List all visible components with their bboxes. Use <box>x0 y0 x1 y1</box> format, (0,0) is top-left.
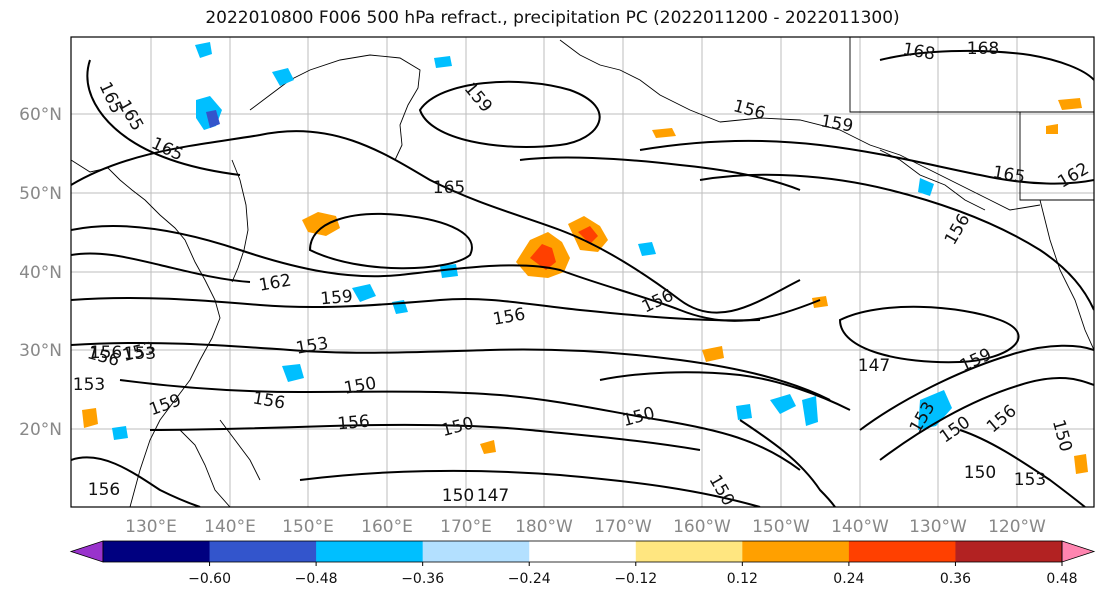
contour-label: 156 <box>88 480 120 500</box>
contour-label: 150 <box>964 463 996 483</box>
lon-label: 130°E <box>125 517 177 537</box>
colorbar-segment <box>422 541 530 562</box>
lat-label: 50°N <box>19 184 62 204</box>
colorbar-tick-label: −0.12 <box>614 571 657 587</box>
lon-label: 150°W <box>752 517 810 537</box>
contour-label: 153 <box>124 344 156 364</box>
contour-label: 147 <box>477 486 509 506</box>
colorbar-segment <box>209 541 317 562</box>
contour-label: 165 <box>433 178 465 198</box>
longitude-labels: 130°E 140°E 150°E 160°E 170°E 180°W 170°… <box>125 517 1046 537</box>
contour-label: 159 <box>320 287 354 310</box>
lon-label: 140°W <box>831 517 889 537</box>
lon-label: 180°W <box>515 517 573 537</box>
lon-label: 130°W <box>909 517 967 537</box>
colorbar-segment <box>316 541 424 562</box>
colorbar-extend-high <box>1061 540 1096 563</box>
map-frame <box>70 36 1095 508</box>
contour-label: 150 <box>442 486 474 506</box>
contour-label: 156 <box>337 412 371 435</box>
lon-label: 160°E <box>361 517 413 537</box>
lon-label: 150°E <box>282 517 334 537</box>
coastlines <box>71 37 1094 507</box>
colorbar-segment <box>635 541 743 562</box>
contour-label: 156 <box>90 343 122 363</box>
latitude-labels: 60°N 50°N 40°N 30°N 20°N <box>19 105 62 440</box>
colorbar-segment <box>848 541 956 562</box>
colorbar-segment <box>103 541 211 562</box>
lat-label: 30°N <box>19 341 62 361</box>
colorbar-tick-label: 0.12 <box>727 571 758 587</box>
lat-label: 20°N <box>19 420 62 440</box>
map-title: 2022010800 F006 500 hPa refract., precip… <box>205 8 900 28</box>
colorbar-tick-label: 0.36 <box>940 571 971 587</box>
colorbar-tick-label: −0.36 <box>401 571 444 587</box>
lon-label: 170°E <box>440 517 492 537</box>
colorbar <box>69 540 1096 563</box>
lon-label: 120°W <box>988 517 1046 537</box>
colorbar-tick-labels: −0.60 −0.48 −0.36 −0.24 −0.12 0.12 0.24 0.36 0.4… <box>188 562 1078 587</box>
contour-label: 153 <box>1014 470 1046 490</box>
contour-label: 168 <box>967 39 999 59</box>
colorbar-tick-label: 0.24 <box>833 571 864 587</box>
colorbar-tick-label: −0.48 <box>295 571 338 587</box>
lat-label: 40°N <box>19 263 62 283</box>
lon-label: 140°E <box>204 517 256 537</box>
lat-label: 60°N <box>19 105 62 125</box>
contour-label: 153 <box>73 375 105 395</box>
colorbar-segment <box>742 541 850 562</box>
colorbar-frame <box>102 540 1063 563</box>
lon-label: 160°W <box>673 517 731 537</box>
lon-label: 170°W <box>594 517 652 537</box>
colorbar-segment <box>529 541 637 562</box>
colorbar-tick-label: −0.24 <box>508 571 551 587</box>
colorbar-tick-label: 0.48 <box>1046 571 1077 587</box>
contour-label: 147 <box>858 356 890 376</box>
precip-shading <box>82 42 1088 474</box>
refractivity-contours <box>71 49 1094 507</box>
colorbar-extend-low <box>69 540 104 563</box>
colorbar-tick-label: −0.60 <box>188 571 231 587</box>
colorbar-segment <box>955 541 1063 562</box>
